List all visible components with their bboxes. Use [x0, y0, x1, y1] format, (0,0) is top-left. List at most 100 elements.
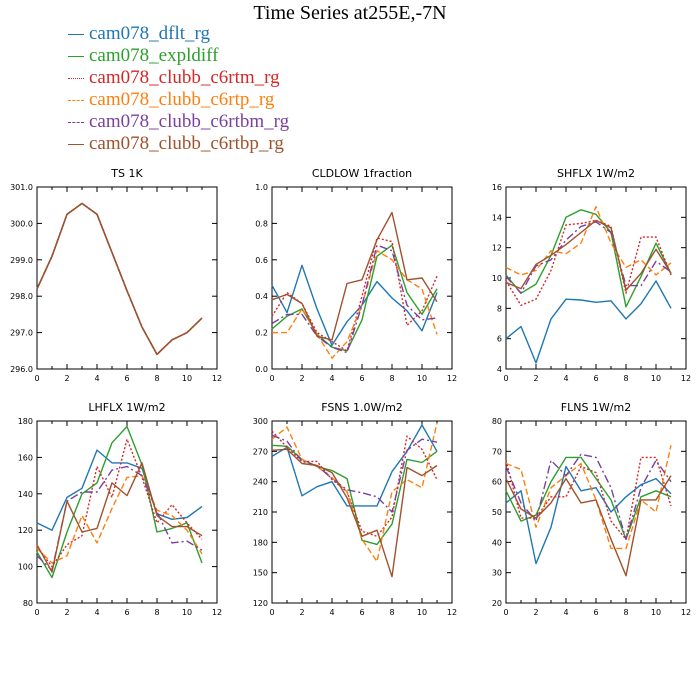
y-tick-label: 10 — [492, 274, 502, 283]
plot-frame — [505, 420, 687, 604]
y-tick-label: 6 — [497, 335, 502, 344]
x-tick-label: 0 — [269, 374, 274, 383]
x-tick-label: 6 — [359, 374, 364, 383]
y-tick-label: 4 — [497, 365, 502, 374]
y-tick-label: 120 — [253, 599, 268, 608]
x-tick-label: 12 — [212, 608, 222, 617]
x-tick-label: 8 — [154, 608, 159, 617]
x-tick-label: 4 — [563, 374, 568, 383]
x-tick-label: 6 — [593, 608, 598, 617]
series-line — [272, 249, 438, 359]
x-tick-label: 12 — [447, 608, 457, 617]
series-line — [36, 202, 203, 356]
series-line — [271, 244, 438, 354]
series-line — [505, 205, 672, 276]
y-tick-label: 70 — [492, 447, 502, 456]
x-tick-label: 6 — [124, 374, 129, 383]
series-line — [271, 424, 438, 507]
y-tick-label: 100 — [18, 563, 33, 572]
y-tick-label: 298.0 — [10, 292, 33, 301]
y-tick-label: 150 — [253, 569, 268, 578]
x-tick-label: 2 — [299, 374, 304, 383]
series-line — [505, 219, 672, 291]
chart-panel: LHFLX 1W/m2 0 2 4 6 8 10 12 80 100 120 140 160 180 — [18, 401, 222, 617]
legend-swatch — [68, 121, 84, 123]
y-tick-label: 14 — [492, 213, 502, 222]
y-tick-label: 80 — [23, 599, 33, 608]
y-tick-label: 299.0 — [10, 256, 33, 265]
x-tick-label: 0 — [503, 608, 508, 617]
x-tick-label: 0 — [34, 608, 39, 617]
y-tick-label: 296.0 — [10, 365, 33, 374]
series-line — [36, 462, 203, 573]
x-tick-label: 2 — [64, 608, 69, 617]
y-tick-label: 210 — [253, 508, 268, 517]
series-line — [36, 202, 203, 356]
series-line — [505, 456, 672, 540]
x-tick-label: 6 — [359, 608, 364, 617]
x-tick-label: 6 — [593, 374, 598, 383]
page-title: Time Series at255E,-7N — [253, 2, 447, 24]
legend-item: cam078_clubb_c6rtm_rg — [68, 67, 289, 89]
x-tick-label: 8 — [389, 374, 394, 383]
y-tick-label: 20 — [492, 599, 502, 608]
legend-swatch — [68, 33, 84, 35]
chart-panel: TS 1K 0 2 4 6 8 10 12 296.0 297.0 298.0 299.0 300.0 3… — [10, 167, 222, 383]
legend-item: cam078_clubb_c6rtbp_rg — [68, 133, 289, 155]
plot-frame — [271, 420, 453, 604]
legend-swatch — [68, 99, 84, 101]
y-tick-label: 297.0 — [10, 329, 33, 338]
y-tick-label: 180 — [18, 417, 33, 426]
legend-label: cam078_dflt_rg — [89, 23, 211, 44]
y-tick-label: 270 — [253, 447, 268, 456]
legend-label: cam078_clubb_c6rtbp_rg — [89, 133, 284, 154]
series-line — [36, 202, 203, 356]
x-tick-label: 0 — [269, 608, 274, 617]
chart-title: TS 1K — [110, 167, 143, 180]
y-tick-label: 0.2 — [255, 329, 268, 338]
chart-panel: FLNS 1W/m2 0 2 4 6 8 10 12 20 30 40 50 60 70 80 — [492, 401, 691, 617]
y-tick-label: 50 — [492, 508, 502, 517]
chart-panel: SHFLX 1W/m2 0 2 4 6 8 10 12 4 6 8 10 12 14 16 — [492, 167, 691, 383]
legend-item: cam078_expldiff — [68, 45, 289, 67]
x-tick-label: 4 — [563, 608, 568, 617]
y-tick-label: 120 — [18, 526, 33, 535]
y-tick-label: 16 — [492, 183, 502, 192]
x-tick-label: 10 — [417, 608, 427, 617]
series-line — [36, 438, 203, 568]
y-tick-label: 300.0 — [10, 219, 33, 228]
y-tick-label: 0.4 — [255, 292, 268, 301]
series-line — [271, 211, 438, 341]
x-tick-label: 12 — [447, 374, 457, 383]
series-line — [271, 444, 438, 546]
x-tick-label: 6 — [124, 608, 129, 617]
series-line — [505, 445, 672, 550]
series-line — [36, 202, 203, 356]
legend-swatch — [68, 77, 84, 79]
chart-title: LHFLX 1W/m2 — [88, 401, 165, 414]
y-tick-label: 240 — [253, 478, 268, 487]
chart-title: SHFLX 1W/m2 — [557, 167, 635, 180]
series-line — [505, 453, 672, 540]
legend-swatch — [68, 143, 84, 145]
x-tick-label: 10 — [182, 608, 192, 617]
x-tick-label: 4 — [94, 608, 99, 617]
x-tick-label: 10 — [417, 374, 427, 383]
chart-title: CLDLOW 1fraction — [312, 167, 412, 180]
legend-item: cam078_clubb_c6rtp_rg — [68, 89, 289, 111]
series-line — [36, 202, 203, 356]
legend-label: cam078_clubb_c6rtbm_rg — [89, 111, 290, 132]
y-tick-label: 60 — [492, 478, 502, 487]
series-line — [271, 434, 438, 513]
chart-panel: FSNS 1.0W/m2 0 2 4 6 8 10 12 120 150 180 210 240 270 3… — [253, 401, 457, 617]
legend: cam078_dflt_rg cam078_expldiff cam078_cl… — [68, 23, 289, 155]
x-tick-label: 2 — [64, 374, 69, 383]
y-tick-label: 300 — [253, 417, 268, 426]
y-tick-label: 160 — [18, 453, 33, 462]
series-line — [36, 474, 203, 564]
series-line — [505, 475, 672, 577]
y-tick-label: 0.6 — [255, 256, 268, 265]
plot-frame — [36, 186, 218, 370]
legend-item: cam078_dflt_rg — [68, 23, 289, 45]
y-tick-label: 40 — [492, 538, 502, 547]
